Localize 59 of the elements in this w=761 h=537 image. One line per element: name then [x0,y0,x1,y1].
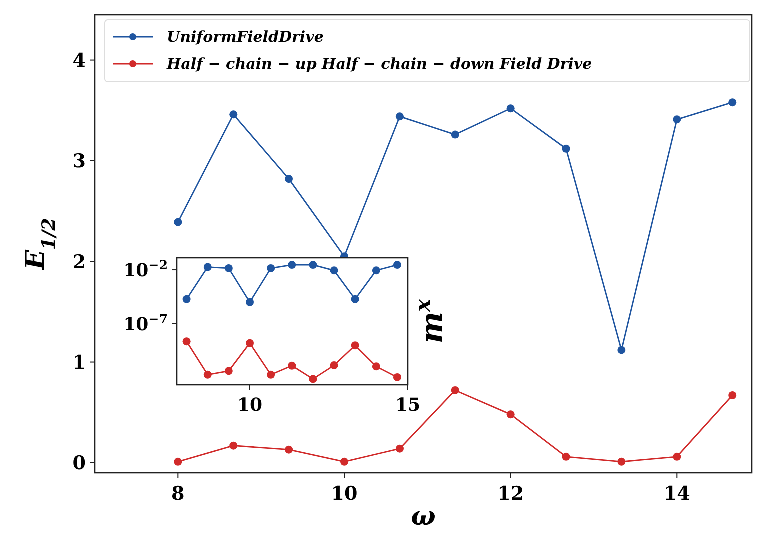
legend-label: UniformFieldDrive [167,28,324,46]
point [285,175,294,184]
point [451,130,460,139]
point [224,367,233,376]
point [267,370,276,379]
point [393,261,402,270]
point [351,295,360,304]
point [174,458,182,466]
point [204,370,212,379]
point [288,261,296,270]
point [230,442,238,450]
point [340,458,348,466]
point [562,144,570,153]
point [396,112,404,121]
point [618,458,626,466]
point [182,338,191,346]
point [562,452,570,461]
point [673,452,682,461]
point [267,264,276,272]
point [330,266,338,275]
y-tick-label: 1 [72,352,86,374]
point [174,218,182,226]
x-tick-label: 14 [664,483,690,505]
y-tick-label: 4 [72,50,86,72]
x-tick-label: 10 [237,395,263,416]
point [246,339,254,348]
point [728,98,737,107]
y-tick-label: 10$^{−2}$ [124,256,168,282]
point [372,362,380,371]
point [204,263,212,272]
point [393,373,402,382]
legend-label: Half − chain − up Half − chain − down Field Drive [166,55,592,73]
x-tick-label: 10 [331,483,358,505]
point [309,375,318,384]
x-axis-title: ω [411,502,436,532]
point [230,110,238,119]
point [285,446,294,454]
point [182,295,191,304]
point [673,116,682,124]
point [728,391,737,400]
y-tick-label: 3 [72,150,86,173]
point [330,362,338,370]
x-tick-label: 15 [395,395,421,416]
point [309,261,318,270]
x-tick-label: 12 [498,483,524,505]
x-tick-label: 8 [172,483,185,505]
point [451,386,460,394]
y-tick-label: 2 [72,251,86,274]
point [224,264,233,272]
y-tick-label: 10$^{−7}$ [124,310,168,336]
point [506,410,515,419]
point [506,104,515,113]
y-tick-label: 0 [72,452,86,475]
point [246,298,254,306]
point [288,362,296,370]
point [351,342,360,350]
point [372,266,380,275]
point [396,444,404,453]
point [618,346,626,354]
